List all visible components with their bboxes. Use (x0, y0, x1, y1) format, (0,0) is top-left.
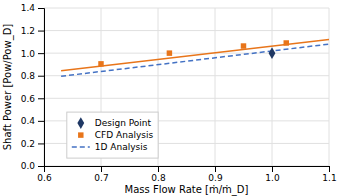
grid-line-y (44, 30, 329, 31)
legend-item: 1D Analysis (72, 142, 148, 152)
tick: 0.2 (21, 139, 44, 149)
tick-label: 0.8 (151, 173, 166, 183)
legend-item: Design Point (77, 117, 151, 129)
legend-label: 1D Analysis (95, 142, 148, 152)
tick-label: 1.4 (21, 3, 36, 13)
legend: Design Point CFD Analysis 1D Analysis (67, 112, 158, 158)
tick: 0.4 (21, 116, 44, 126)
y-axis: 0.0 0.2 0.4 0.6 0.8 1.0 1.2 1.4 (21, 3, 45, 171)
legend-swatch (77, 117, 84, 129)
grid-line-y (44, 53, 329, 54)
series-point (98, 61, 103, 66)
series-point (241, 43, 246, 48)
tick-mark (38, 31, 44, 32)
legend-swatch (72, 146, 90, 148)
tick-mark (38, 143, 44, 144)
tick-label: 0.6 (37, 173, 52, 183)
tick-label: 1.0 (21, 49, 36, 59)
legend-item: CFD Analysis (78, 130, 153, 140)
legend-box (67, 112, 158, 158)
tick: 1.4 (21, 3, 44, 13)
tick-mark (38, 98, 44, 99)
tick-mark (272, 166, 273, 172)
tick: 1.0 (21, 49, 44, 59)
grid-line-x (272, 8, 273, 166)
series-point (284, 40, 289, 45)
tick: 1.2 (21, 26, 44, 36)
tick: 0.0 (21, 161, 44, 171)
tick-mark (38, 8, 44, 9)
legend-swatch (78, 132, 83, 137)
axis-line (38, 9, 45, 167)
tick: 0.9 (208, 166, 223, 183)
tick: 1.1 (322, 166, 336, 183)
tick-mark (38, 76, 44, 77)
grid-line-y (44, 75, 329, 76)
x-axis: 0.6 0.7 0.8 0.9 1.0 1.1 (37, 166, 336, 183)
tick: 0.6 (21, 94, 44, 104)
tick: 1.0 (265, 166, 280, 183)
tick-label: 1.0 (265, 173, 280, 183)
tick-label: 0.7 (94, 173, 108, 183)
tick-label: 0.8 (21, 71, 36, 81)
tick-mark (158, 166, 159, 172)
tick-label: 0.9 (208, 173, 223, 183)
tick-mark (38, 166, 44, 167)
tick-label: 0.2 (21, 139, 35, 149)
tick: 0.8 (151, 166, 166, 183)
grid (44, 8, 329, 166)
axis-line (45, 167, 330, 173)
plot: 0.6 0.7 0.8 0.9 1.0 1.1 0.0 0.2 0.4 0.6 0.8 1.0 1.2 1… (21, 3, 337, 183)
tick-label: 0.6 (21, 94, 36, 104)
marks (61, 40, 329, 77)
legend-label: CFD Analysis (95, 130, 154, 140)
tick-mark (215, 166, 216, 172)
tick-label: 1.2 (21, 26, 35, 36)
tick: 0.6 (37, 166, 52, 183)
tick: 0.7 (94, 166, 108, 183)
grid-line-y (44, 8, 329, 9)
y-axis-title: Shaft Power [Pow/Pow_D] (2, 24, 14, 151)
chart: 0.6 0.7 0.8 0.9 1.0 1.1 0.0 0.2 0.4 0.6 0.8 1.0 1.2 1… (0, 0, 341, 196)
tick-label: 0.0 (21, 161, 36, 171)
series-point (269, 47, 276, 59)
x-axis-title: Mass Flow Rate [ṁ/ṁ_D] (125, 184, 249, 196)
tick-label: 1.1 (322, 173, 336, 183)
legend-label: Design Point (95, 118, 152, 128)
grid-line-x (215, 8, 216, 166)
tick-label: 0.4 (21, 116, 36, 126)
grid-line-x (329, 8, 330, 166)
series-point (167, 50, 172, 55)
grid-line-y (44, 98, 329, 99)
series-line (61, 40, 329, 71)
tick: 0.8 (21, 71, 44, 81)
series-line (61, 44, 329, 76)
tick-mark (38, 53, 44, 54)
tick-mark (38, 121, 44, 122)
tick-mark (329, 166, 330, 172)
tick-mark (101, 166, 102, 172)
